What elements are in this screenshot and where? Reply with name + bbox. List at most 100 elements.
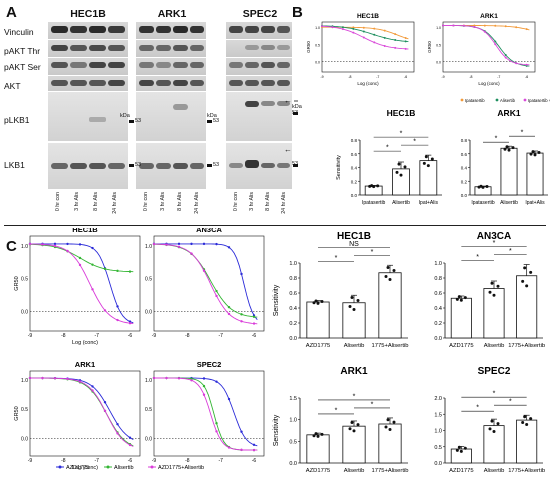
y-tick-label: 0.5: [434, 445, 442, 451]
chart-title: ARK1: [75, 360, 95, 369]
category-label: 1775+Alisertib: [372, 468, 409, 474]
data-point: [521, 421, 525, 425]
data-point: [492, 293, 496, 297]
curve-chart: ARK1 1.0 0.5 0.0 -9 -8 -7 -6 Log (conc) GR50: [427, 13, 536, 86]
data-point: [503, 147, 507, 151]
curve-point: [394, 33, 397, 36]
chart-title: HEC1B: [387, 108, 416, 118]
category-label: Alisertib: [484, 343, 505, 349]
data-point: [490, 281, 494, 285]
x-tick-label: -7: [218, 458, 223, 464]
curve-point: [103, 401, 107, 404]
y-tick-label: 0.6: [461, 152, 468, 157]
bar: [526, 152, 544, 196]
x-tick-label: -9: [28, 458, 33, 464]
data-point: [496, 284, 500, 288]
y-tick-label: 0.4: [434, 306, 442, 312]
sig-label: *: [495, 136, 498, 143]
data-point: [356, 299, 360, 302]
curve-point: [494, 40, 497, 43]
curve-point: [202, 269, 206, 272]
chart-title: HEC1B: [357, 13, 379, 20]
blot-hec1b: [48, 22, 128, 189]
data-point: [316, 301, 320, 305]
y-tick-label: 1.0: [289, 418, 297, 424]
curve-point: [53, 377, 57, 380]
y-tick-label: 0.0: [351, 193, 358, 198]
curve-point: [525, 28, 528, 31]
lane-label: 0 hr con: [143, 192, 149, 212]
marker-label: 53: [213, 118, 220, 124]
lane-label: 8 hr Alis: [93, 192, 99, 211]
curve-point: [91, 288, 94, 291]
chart-title: ARK1: [340, 366, 368, 377]
data-point: [348, 305, 352, 308]
curve-point: [152, 376, 156, 380]
curve-line: [443, 25, 530, 67]
curve-point: [252, 322, 256, 325]
curve-point: [331, 26, 334, 29]
data-point: [388, 427, 392, 431]
plot-frame: [29, 370, 141, 457]
data-point: [457, 445, 461, 449]
curve-point: [462, 24, 465, 27]
y-tick-label: 1.0: [145, 244, 152, 250]
plot-frame: [153, 370, 265, 457]
y-axis-label: GR50: [14, 406, 20, 420]
curve-chart: ARK1 1.0 0.5 0.0 -9 -8 -7 -6 Log (conc) GR50: [14, 360, 141, 471]
bar: [500, 147, 518, 196]
y-tick-label: 0.0: [289, 336, 297, 342]
sig-label: *: [493, 240, 496, 247]
curve-point: [41, 243, 44, 246]
x-tick-label: -7: [376, 75, 379, 79]
plot-frame: [321, 21, 415, 73]
curve-point: [202, 377, 206, 380]
bar-chart: SPEC2 0.0 0.5 1.0 1.5 2.0 AZD1775 Alisertib 1775…: [434, 366, 545, 474]
curve-point: [215, 242, 218, 246]
data-point: [424, 155, 428, 159]
curve-point: [404, 47, 407, 50]
curve-point: [91, 389, 94, 392]
x-tick-label: -8: [185, 458, 190, 464]
blot-title-ark1: ARK1: [157, 8, 187, 20]
curve-point: [91, 263, 94, 266]
y-tick-label: 1.5: [289, 396, 297, 402]
data-point: [455, 297, 459, 301]
curve-point: [215, 294, 218, 298]
curve-point: [473, 25, 476, 28]
panel-c-charts: HEC1B 1.0 0.5 0.0 -9 -8 -7 -6 Log (conc) GR50 AN3C…: [14, 228, 545, 474]
row-label-akt: AKT: [4, 81, 21, 91]
y-axis-label: GR50: [14, 276, 20, 290]
data-point: [525, 284, 529, 288]
curve-point: [128, 443, 132, 447]
lane-label: 24 hr Alis: [281, 192, 287, 214]
y-tick-label: 0.0: [315, 61, 320, 65]
data-point: [492, 429, 496, 433]
curve-point: [152, 242, 156, 246]
row-label-lkb1: LKB1: [4, 160, 25, 170]
curve-point: [41, 376, 44, 380]
x-tick-label: -6: [525, 75, 528, 79]
sig-label: *: [371, 401, 374, 408]
curve-line: [153, 243, 258, 318]
blot-title-spec2: SPEC2: [242, 8, 278, 20]
data-point: [320, 300, 324, 304]
curve-point: [91, 385, 94, 388]
curve-point: [240, 430, 243, 433]
data-point: [397, 162, 401, 166]
y-tick-label: 0.5: [21, 277, 28, 283]
curve-point: [116, 318, 119, 322]
curve-point: [78, 256, 82, 260]
curve-point: [78, 243, 82, 246]
lane-label: 3 hr Alis: [74, 192, 80, 211]
curve-point: [341, 26, 344, 29]
y-axis-label: Sensitivity: [273, 414, 280, 446]
curve-chart: HEC1B 1.0 0.5 0.0 -9 -8 -7 -6 Log (conc) GR50: [306, 13, 415, 86]
bar-chart: HEC1B 0.0 0.2 0.4 0.6 0.8 Sensitivity Ipatasert…: [336, 108, 442, 206]
blot-figure: HEC1B ARK1 SPEC2 Vinculin pAKT Thr pAKT …: [0, 0, 302, 225]
bar: [392, 168, 410, 196]
curve-point: [525, 63, 528, 66]
category-label: Alisertib: [344, 468, 365, 474]
data-point: [352, 429, 356, 433]
bar: [378, 272, 402, 339]
